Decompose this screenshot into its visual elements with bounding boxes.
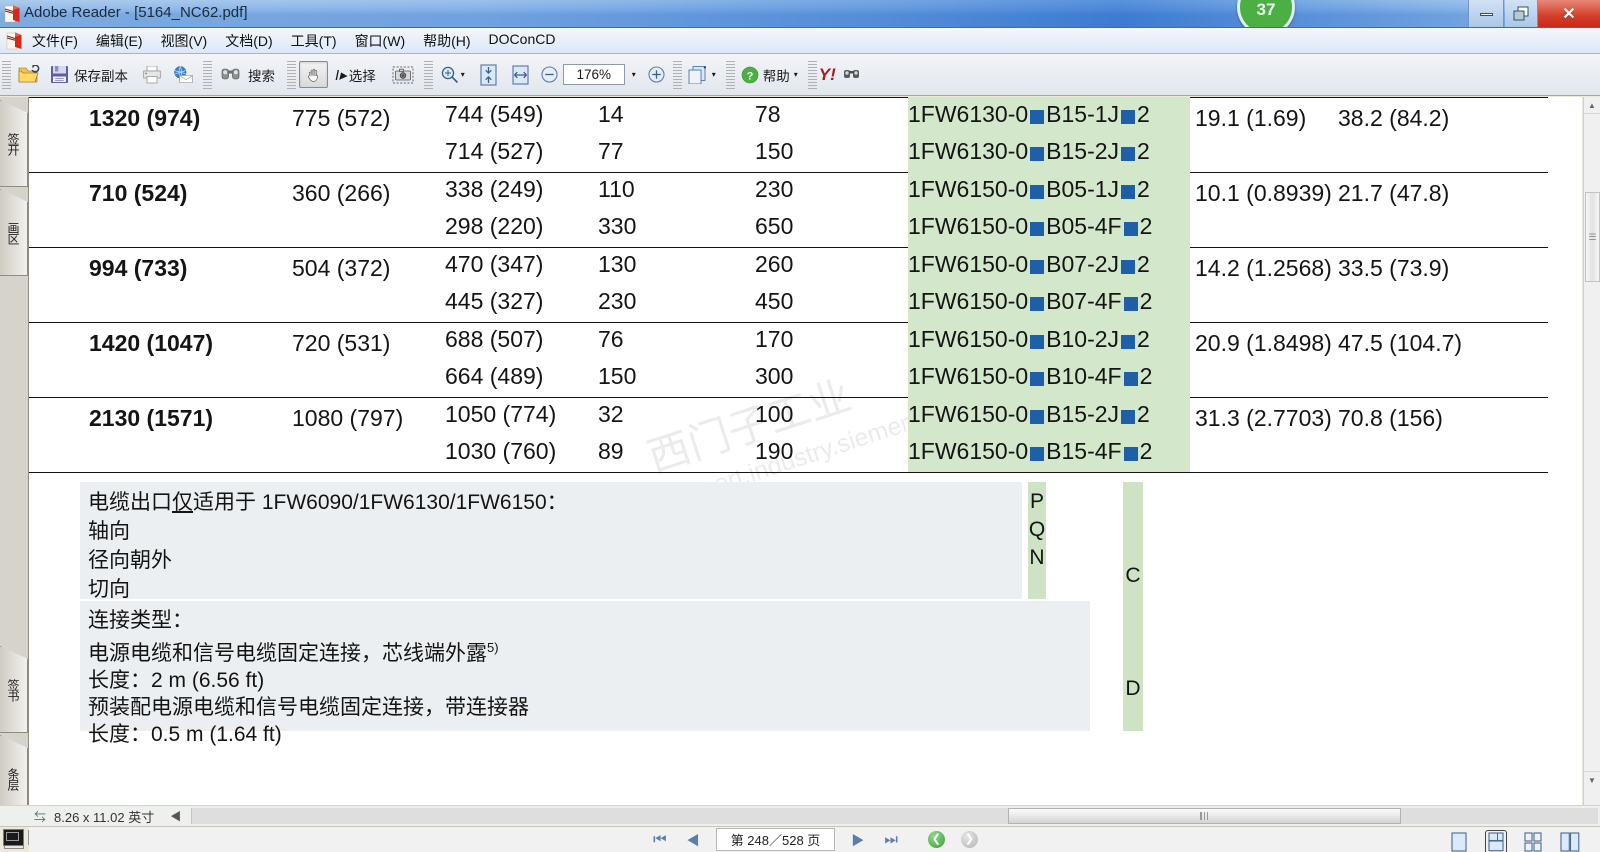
svg-text:?: ? [746, 70, 753, 82]
